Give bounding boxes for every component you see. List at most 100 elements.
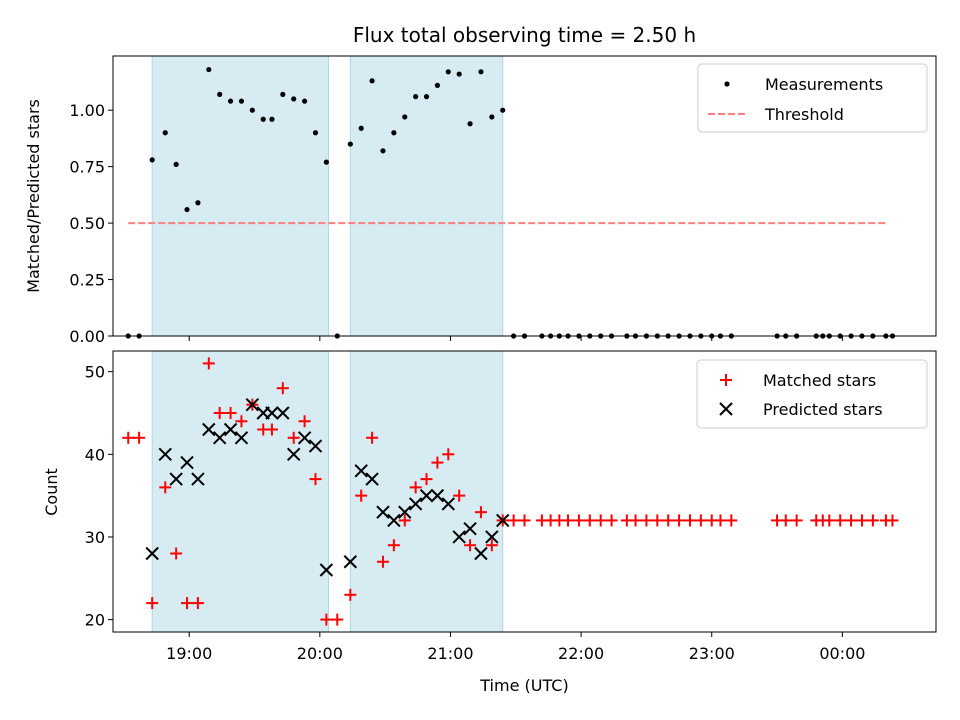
x-tick-label: 19:00 [166,644,212,663]
matched-star-marker [159,481,172,494]
measurement-point [217,91,223,97]
measurement-point [280,91,286,97]
matched-star-marker [714,514,727,527]
x-axis-label: Time (UTC) [479,676,568,695]
marker-stroke [452,530,466,544]
measurement-point [478,69,484,75]
matched-star-marker [191,597,204,610]
predicted-star-marker [452,530,466,544]
predicted-star-marker [376,505,390,519]
matched-star-marker [366,431,379,444]
matched-star-marker [845,514,858,527]
y-tick-label: 40 [85,445,105,464]
ratio-panel: 0.00 0.25 0.50 0.75 1.00 Matched/Predicted s… [24,55,937,346]
measurement-point [260,116,266,122]
matched-star-marker [202,357,215,370]
predicted-star-marker [245,398,260,412]
measurement-point [402,114,408,120]
measurement-point [195,200,201,206]
y-tick-label: 0.50 [69,214,105,233]
matched-star-marker [629,514,642,527]
measurement-point [249,107,255,113]
measurement-point [358,125,364,131]
counts-legend: Matched stars Predicted stars [696,359,928,429]
measurement-point [323,159,329,165]
matched-star-marker [779,514,792,527]
marker-stroke [496,513,510,528]
predicted-star-marker [297,431,312,445]
legend-measurements-label: Measurements [765,75,883,94]
measurement-point [391,130,397,136]
y-tick-label: 0.75 [69,158,105,177]
measurement-point [456,71,462,77]
predicted-star-marker [276,406,290,420]
marker-stroke [354,464,368,478]
matched-star-marker [823,514,836,527]
matched-star-marker [309,473,322,486]
matched-star-markers [122,357,899,626]
matched-star-marker [662,514,675,527]
matched-star-marker [673,514,686,527]
marker-stroke [485,530,499,544]
matched-star-marker [485,539,498,552]
marker-stroke [223,422,238,437]
measurement-point [149,157,155,163]
matched-star-marker [409,481,422,494]
counts-legend-box [696,359,928,429]
marker-stroke [387,513,401,528]
predicted-star-marker [419,488,434,503]
y-tick-label: 20 [85,611,105,630]
measurement-point [301,98,308,104]
predicted-star-marker [463,521,477,536]
matched-star-marker [474,506,487,519]
y-tick-label: 30 [85,528,105,547]
marker-stroke [180,455,194,470]
matched-star-marker [276,382,289,395]
matched-star-marker [344,588,357,601]
ratio-y-axis-label: Matched/Predicted stars [24,99,43,293]
predicted-star-marker [265,406,279,420]
measurement-point [380,148,386,154]
matched-star-marker [287,431,300,444]
legend-threshold-label: Threshold [764,105,844,124]
marker-stroke [365,472,379,486]
predicted-star-marker [191,472,205,486]
predicted-star-markers [145,398,510,577]
predicted-star-marker [474,546,488,561]
measurement-point [227,98,234,104]
measurement-point [434,82,441,88]
measurement-point [173,161,179,167]
measurement-point [423,94,430,100]
legend-matched-marker [720,374,732,386]
ratio-legend: Measurements Threshold [697,63,928,133]
matched-star-marker [518,514,531,527]
predicted-star-marker [223,422,238,437]
predicted-star-marker [398,505,412,519]
counts-observing-windows [151,350,504,633]
marker-stroke [430,488,445,503]
marker-stroke [265,406,279,420]
marker-stroke [212,431,227,445]
predicted-star-marker [319,563,334,577]
matched-star-marker [442,448,455,461]
predicted-star-marker [343,555,358,569]
marker-stroke [234,431,249,445]
x-tick-label: 21:00 [427,644,473,663]
legend-predicted-label: Predicted stars [763,400,883,419]
x-tick-label: 20:00 [297,644,343,663]
legend-matched-label: Matched stars [763,371,876,390]
counts-axes-frame [112,350,937,633]
marker-stroke [145,546,159,561]
x-tick-label: 23:00 [689,644,735,663]
measurement-point [369,78,375,84]
marker-stroke [376,505,390,519]
measurement-point [500,107,506,113]
marker-stroke [308,439,323,453]
matched-star-marker [683,514,696,527]
observing-window-2 [349,350,504,633]
matched-star-marker [594,514,607,527]
predicted-star-marker [441,497,456,511]
matched-star-marker [320,613,333,626]
measurement-point [206,66,212,73]
